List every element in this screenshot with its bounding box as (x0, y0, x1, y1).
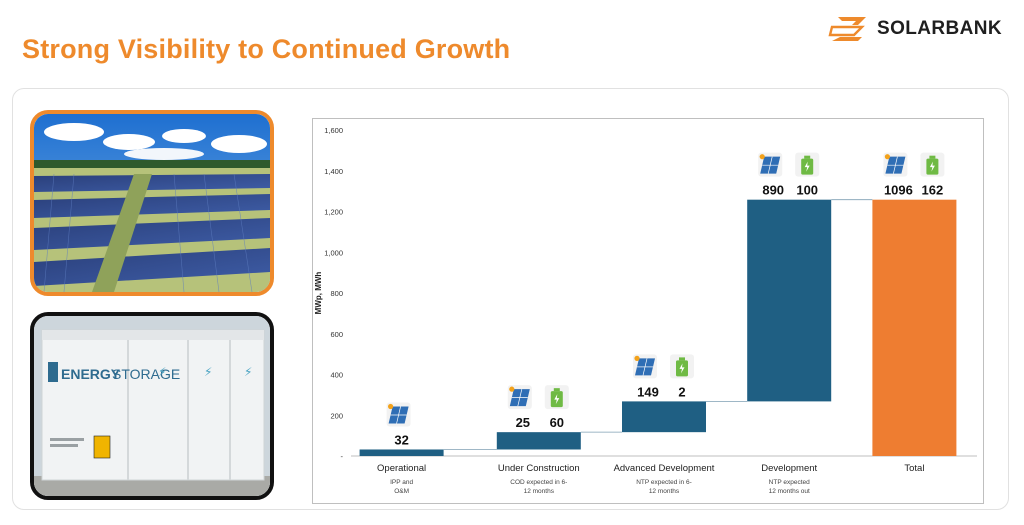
y-tick-label: - (341, 452, 344, 461)
category-label: Advanced Development (614, 463, 715, 474)
solar-panel-icon (758, 152, 783, 177)
category-sublabel: 12 months (524, 488, 555, 495)
category-sublabel: NTP expected (769, 479, 810, 486)
waterfall-bar (359, 449, 444, 456)
y-tick-label: 1,200 (324, 208, 343, 217)
svg-text:⚡: ⚡ (158, 365, 166, 379)
storage-value-label: 162 (922, 183, 944, 198)
pipeline-chart: 1,600 1,400 1,200 1,000 800 600 400 200 - MWp, MW… (312, 118, 984, 504)
energy-storage-photo: ENERGY STORAGE ⚡ ⚡ ⚡ (30, 312, 274, 500)
svg-text:⚡: ⚡ (244, 365, 252, 379)
storage-value-label: 60 (550, 415, 564, 430)
solar-value-label: 1096 (884, 183, 913, 198)
solarbank-logo: SOLARBANK (828, 14, 1002, 44)
storage-value-label: 100 (796, 183, 818, 198)
waterfall-chart-svg: 1,600 1,400 1,200 1,000 800 600 400 200 - MWp, MW… (314, 126, 977, 495)
category-sublabel: COD expected in 6- (510, 479, 567, 486)
category-label: Operational (377, 463, 426, 474)
logo-text: SOLARBANK (877, 18, 1002, 39)
category-sublabel: NTP expected in 6- (636, 479, 692, 486)
category-sublabel: 12 months out (769, 488, 810, 495)
waterfall-bar (622, 401, 706, 433)
battery-icon (670, 354, 694, 379)
y-tick-label: 1,400 (324, 167, 343, 176)
solarbank-logo-icon (828, 17, 866, 41)
solar-value-label: 149 (637, 384, 659, 399)
battery-icon (795, 152, 820, 177)
waterfall-bar (496, 432, 581, 450)
solar-value-label: 32 (394, 432, 408, 447)
y-axis-label: MWp, MWh (314, 272, 323, 315)
y-tick-label: 600 (330, 330, 343, 339)
storage-value-label: 2 (678, 384, 685, 399)
category-label: Total (904, 463, 924, 474)
y-tick-label: 1,600 (324, 126, 343, 135)
battery-icon (544, 385, 569, 410)
svg-text:⚡: ⚡ (204, 365, 212, 379)
solar-panel-icon (633, 354, 657, 379)
storage-label-storage: STORAGE (112, 366, 180, 382)
battery-icon (920, 152, 945, 177)
page-title: Strong Visibility to Continued Growth (22, 34, 511, 64)
y-tick-label: 1,000 (324, 248, 343, 257)
waterfall-bar (747, 199, 832, 402)
y-tick-label: 200 (330, 411, 343, 420)
waterfall-bar (872, 199, 957, 456)
solar-panel-icon (386, 402, 411, 427)
solar-farm-photo (30, 110, 274, 296)
category-sublabel: IPP and (390, 479, 413, 486)
category-sublabel: 12 months (649, 488, 680, 495)
solar-value-label: 25 (516, 415, 530, 430)
solar-panel-icon (507, 385, 532, 410)
solar-panel-icon (883, 152, 908, 177)
category-label: Development (761, 463, 817, 474)
category-sublabel: O&M (394, 488, 409, 495)
solar-value-label: 890 (762, 183, 784, 198)
category-label: Under Construction (498, 463, 580, 474)
y-tick-label: 800 (330, 289, 343, 298)
y-tick-label: 400 (330, 371, 343, 380)
storage-label-energy: ENERGY (61, 366, 121, 382)
